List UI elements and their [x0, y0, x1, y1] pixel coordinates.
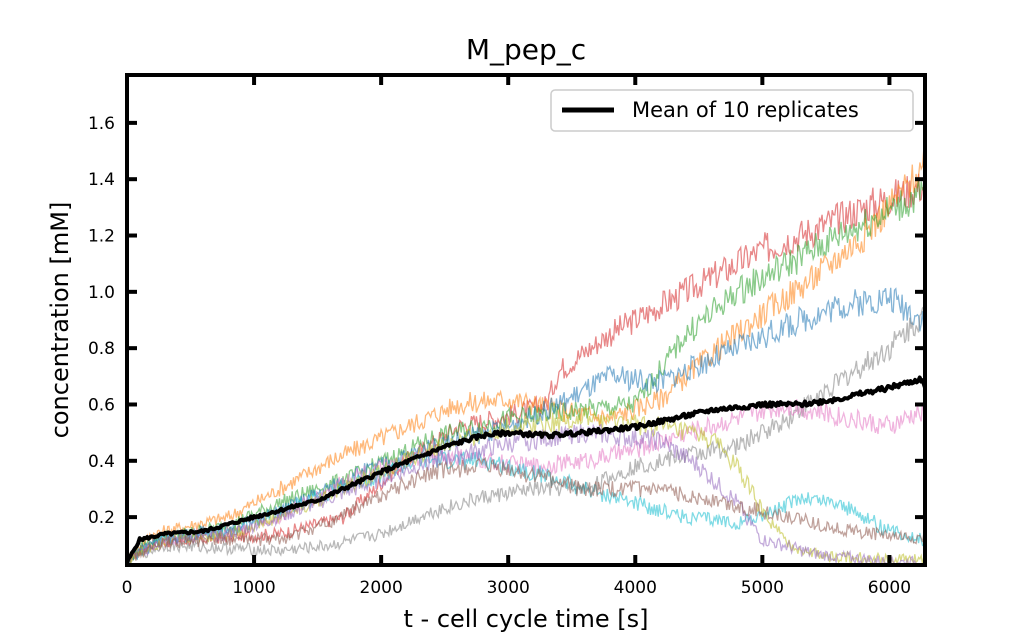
x-axis-ticks: 0 1000 2000 3000 4000 5000 6000: [122, 75, 911, 598]
x-tick-label-1000: 1000: [232, 578, 275, 598]
replicate-line-3: [126, 180, 926, 562]
y-tick-label-1.4: 1.4: [88, 170, 115, 190]
y-tick-label-0.2: 0.2: [88, 508, 115, 528]
replicate-line-10: [126, 456, 926, 565]
y-tick-label-0.4: 0.4: [88, 452, 115, 472]
y-axis-ticks: 0.2 0.4 0.6 0.8 1.0 1.2 1.4 1.6: [88, 114, 925, 528]
replicate-line-5: [126, 305, 926, 565]
legend: Mean of 10 replicates: [550, 89, 914, 132]
replicate-line-9: [126, 423, 926, 566]
x-tick-label-0: 0: [122, 578, 133, 598]
x-tick-label-5000: 5000: [741, 578, 784, 598]
y-axis-label: concentration [mM]: [46, 202, 74, 439]
legend-box: [550, 89, 914, 132]
y-tick-label-0.8: 0.8: [88, 339, 115, 359]
mean-series-group: [125, 375, 927, 564]
x-tick-label-4000: 4000: [614, 578, 657, 598]
y-tick-label-1.6: 1.6: [88, 114, 115, 134]
y-tick-label-1.0: 1.0: [88, 283, 115, 303]
replicate-series-group: [126, 150, 926, 567]
mean-line: [125, 375, 927, 564]
plot-frame: [125, 73, 927, 567]
x-tick-label-2000: 2000: [360, 578, 403, 598]
y-tick-label-0.6: 0.6: [88, 395, 115, 415]
x-axis-label: t - cell cycle time [s]: [404, 605, 649, 633]
replicate-line-2: [126, 150, 926, 564]
x-tick-label-3000: 3000: [487, 578, 530, 598]
y-tick-label-1.2: 1.2: [88, 227, 115, 247]
x-tick-label-6000: 6000: [868, 578, 911, 598]
chart-title: M_pep_c: [466, 33, 586, 66]
legend-mean-label: Mean of 10 replicates: [632, 98, 859, 122]
